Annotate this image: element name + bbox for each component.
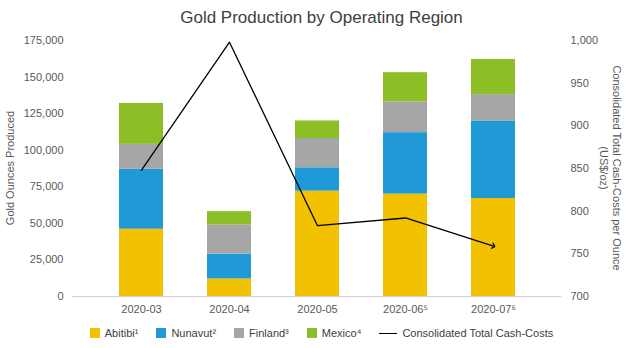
svg-text:2020-06⁵: 2020-06⁵ (383, 303, 428, 315)
svg-text:175,000: 175,000 (24, 34, 64, 46)
html-text:Finland³: Finland³ (249, 327, 289, 339)
svg-text:950: 950 (571, 77, 589, 89)
svg-text:75,000: 75,000 (30, 180, 64, 192)
svg-text:850: 850 (571, 162, 589, 174)
svg-text:2020-05: 2020-05 (297, 303, 337, 315)
svg-text:Gold Ounces Produced: Gold Ounces Produced (4, 111, 16, 225)
svg-text:1,000: 1,000 (571, 34, 599, 46)
html-text:Nunavut²: Nunavut² (171, 327, 216, 339)
svg-text:900: 900 (571, 119, 589, 131)
svg-text:25,000: 25,000 (30, 253, 64, 265)
svg-text:50,000: 50,000 (30, 217, 64, 229)
svg-text:0: 0 (57, 290, 63, 302)
svg-text:Consolidated Total Cash-Costs: Consolidated Total Cash-Costs per Ounce(… (598, 65, 623, 270)
svg-text:2020-04: 2020-04 (209, 303, 249, 315)
svg-text:125,000: 125,000 (24, 107, 64, 119)
svg-text:2020-03: 2020-03 (121, 303, 161, 315)
svg-text:800: 800 (571, 205, 589, 217)
svg-text:100,000: 100,000 (24, 144, 64, 156)
svg-text:150,000: 150,000 (24, 71, 64, 83)
svg-text:750: 750 (571, 247, 589, 259)
svg-text:2020-07⁶: 2020-07⁶ (471, 303, 516, 315)
html-text:Gold Production by Operating R: Gold Production by Operating Region (180, 8, 463, 27)
html-text:Abitibi¹: Abitibi¹ (104, 327, 139, 339)
html-text:Mexico⁴: Mexico⁴ (321, 327, 362, 339)
html-text:Consolidated Total Cash-Costs: Consolidated Total Cash-Costs (402, 327, 554, 339)
svg-text:700: 700 (571, 290, 589, 302)
